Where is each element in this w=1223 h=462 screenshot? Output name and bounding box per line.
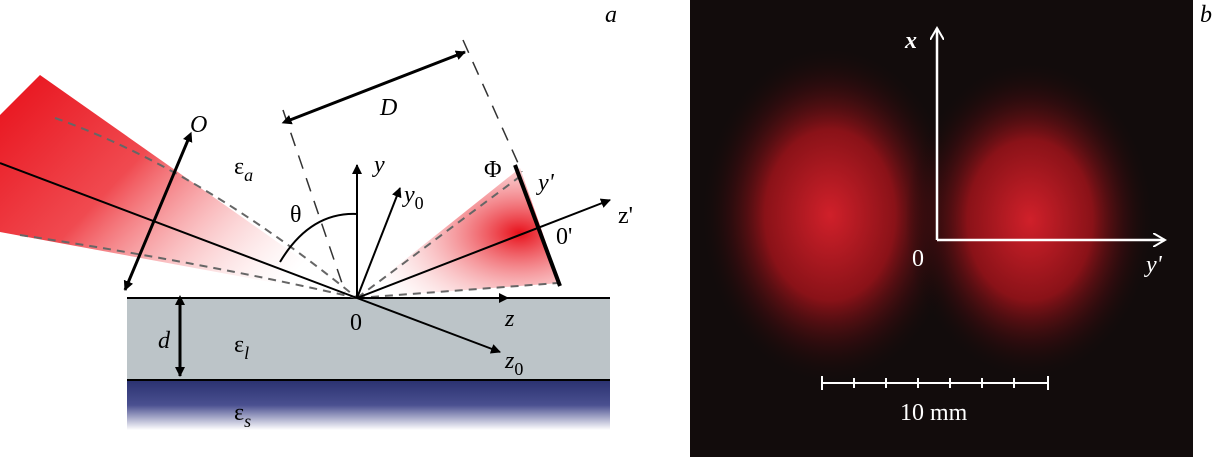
origin-label: 0 <box>912 246 924 272</box>
label-base: 0 <box>350 310 362 336</box>
label-base: z' <box>618 203 633 229</box>
diagram-label: y <box>372 152 385 178</box>
label-base: d <box>158 328 171 354</box>
label-subscript: a <box>244 165 253 185</box>
label-base: ε <box>234 400 244 426</box>
substrate <box>127 380 610 430</box>
diagram-label: O <box>190 112 207 138</box>
figure: a ODεaθyy0Φy'z'0'0zz0dεlεs b x 0 y' 10 m… <box>0 0 1223 457</box>
label-base: z <box>504 348 515 374</box>
label-base: O <box>190 112 207 138</box>
diagram-label: Φ <box>484 157 502 183</box>
diagram-label: d <box>158 328 171 354</box>
label-base: y' <box>536 170 555 196</box>
label-subscript: l <box>244 343 249 363</box>
diagram-label: θ <box>290 202 302 228</box>
diagram-label: 0' <box>556 224 572 250</box>
label-base: ε <box>234 332 244 358</box>
diagram-label: 0 <box>350 310 362 336</box>
diagram-label: z' <box>618 203 633 229</box>
label-base: 0' <box>556 224 572 250</box>
diagram-label: y' <box>536 170 555 196</box>
label-base: D <box>379 95 397 121</box>
panel-label: a <box>605 2 617 28</box>
diagram-label: D <box>379 95 397 121</box>
label-base: y <box>372 152 385 178</box>
incident-beam <box>0 75 357 298</box>
label-base: Φ <box>484 157 502 183</box>
layer <box>127 298 610 380</box>
diagram-label: y0 <box>402 182 424 213</box>
label-base: y <box>402 182 415 208</box>
diagram-label: z <box>504 306 515 332</box>
diagram-label: εa <box>234 154 253 185</box>
label-subscript: 0 <box>514 359 523 379</box>
label-base: ε <box>234 154 244 180</box>
panel-label: b <box>1200 2 1212 28</box>
axis-label: x <box>904 28 917 54</box>
label-base: θ <box>290 202 302 228</box>
axis-label: y' <box>1144 252 1163 278</box>
scale-bar-label: 10 mm <box>900 400 968 426</box>
label-base: z <box>504 306 515 332</box>
label-subscript: s <box>244 411 251 431</box>
panel-b: b x 0 y' 10 mm <box>690 0 1212 457</box>
reflected-beam <box>357 168 560 298</box>
label-subscript: 0 <box>415 193 424 213</box>
